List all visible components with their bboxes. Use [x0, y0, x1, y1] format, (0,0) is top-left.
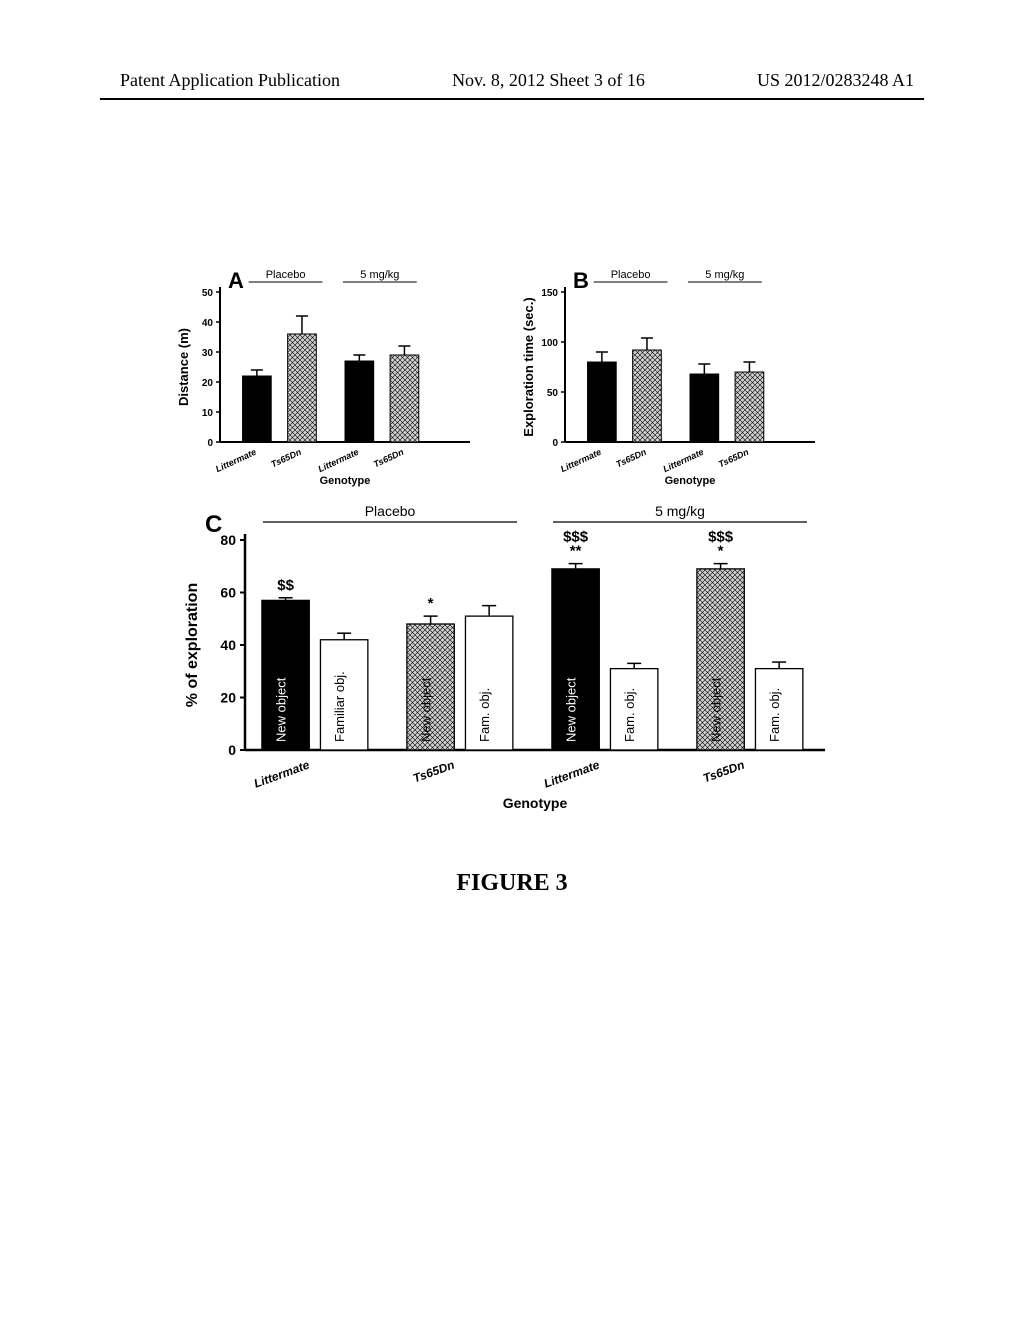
svg-text:Exploration time (sec.): Exploration time (sec.): [521, 297, 536, 436]
svg-text:0: 0: [228, 742, 236, 758]
svg-text:**: **: [570, 543, 582, 560]
svg-text:80: 80: [220, 532, 236, 548]
svg-text:New object: New object: [274, 677, 289, 742]
svg-text:*: *: [718, 543, 724, 560]
svg-text:150: 150: [541, 288, 558, 299]
svg-text:New object: New object: [709, 677, 724, 742]
svg-text:Littermate: Littermate: [662, 447, 706, 474]
svg-text:*: *: [428, 595, 434, 612]
svg-text:0: 0: [207, 438, 213, 449]
svg-text:% of exploration: % of exploration: [184, 583, 201, 707]
svg-text:40: 40: [220, 637, 236, 653]
svg-text:30: 30: [202, 348, 214, 359]
svg-text:Placebo: Placebo: [365, 503, 416, 519]
svg-text:New object: New object: [564, 677, 579, 742]
svg-text:Genotype: Genotype: [320, 475, 371, 487]
svg-text:Littermate: Littermate: [214, 447, 258, 474]
svg-text:B: B: [573, 270, 589, 293]
svg-text:100: 100: [541, 338, 558, 349]
svg-text:5 mg/kg: 5 mg/kg: [360, 270, 399, 281]
svg-text:Fam. obj.: Fam. obj.: [477, 688, 492, 742]
header-right: US 2012/0283248 A1: [757, 70, 914, 91]
svg-text:Ts65Dn: Ts65Dn: [614, 447, 648, 470]
svg-text:$$: $$: [277, 577, 294, 594]
svg-text:Ts65Dn: Ts65Dn: [411, 758, 456, 786]
figure-caption: FIGURE 3: [0, 870, 1024, 897]
svg-text:Littermate: Littermate: [317, 447, 361, 474]
svg-text:Placebo: Placebo: [266, 270, 306, 281]
svg-text:50: 50: [202, 288, 214, 299]
svg-text:5 mg/kg: 5 mg/kg: [655, 503, 705, 519]
svg-text:Genotype: Genotype: [665, 475, 716, 487]
svg-text:5 mg/kg: 5 mg/kg: [705, 270, 744, 281]
svg-text:50: 50: [547, 388, 559, 399]
svg-text:Ts65Dn: Ts65Dn: [701, 758, 746, 786]
figure-3: A 0 10 20 30 40 50 Distance (m) Genotype Placebo L…: [160, 270, 860, 830]
header-center: Nov. 8, 2012 Sheet 3 of 16: [452, 70, 645, 91]
svg-text:Littermate: Littermate: [542, 758, 602, 791]
svg-text:Distance (m): Distance (m): [176, 328, 191, 406]
svg-text:Familiar obj.: Familiar obj.: [332, 671, 347, 742]
header-rule: [100, 98, 924, 100]
svg-text:Littermate: Littermate: [559, 447, 603, 474]
svg-text:Ts65Dn: Ts65Dn: [372, 447, 406, 470]
svg-text:Ts65Dn: Ts65Dn: [269, 447, 303, 470]
svg-text:Littermate: Littermate: [252, 758, 312, 791]
svg-text:New object: New object: [419, 677, 434, 742]
svg-text:Genotype: Genotype: [503, 795, 568, 811]
svg-text:40: 40: [202, 318, 214, 329]
svg-text:Fam. obj.: Fam. obj.: [767, 688, 782, 742]
svg-text:10: 10: [202, 408, 214, 419]
svg-text:60: 60: [220, 585, 236, 601]
svg-text:Placebo: Placebo: [611, 270, 651, 281]
svg-text:Ts65Dn: Ts65Dn: [717, 447, 751, 470]
svg-text:20: 20: [220, 690, 236, 706]
page-header: Patent Application Publication Nov. 8, 2…: [0, 70, 1024, 91]
svg-text:0: 0: [552, 438, 558, 449]
svg-text:Fam. obj.: Fam. obj.: [622, 688, 637, 742]
svg-text:20: 20: [202, 378, 214, 389]
svg-text:A: A: [228, 270, 244, 293]
header-left: Patent Application Publication: [120, 70, 340, 91]
